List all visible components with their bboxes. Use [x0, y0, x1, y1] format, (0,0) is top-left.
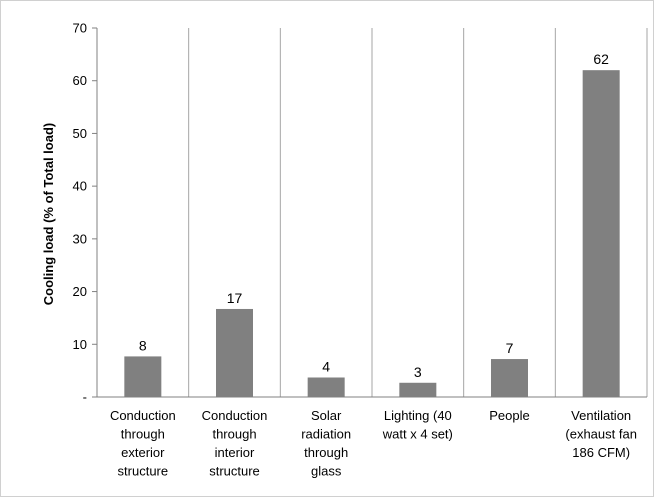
data-label: 8	[139, 337, 147, 353]
x-tick-label: Lighting (40 watt x 4 set)	[382, 408, 453, 442]
bar	[124, 356, 162, 397]
x-tick-label: Conduction through interior structure	[202, 408, 268, 479]
y-tick-label: 60	[73, 73, 87, 88]
y-tick-label: -	[83, 390, 87, 405]
data-label: 3	[414, 364, 422, 380]
bar	[216, 308, 253, 397]
y-tick-label: 20	[73, 284, 87, 299]
y-axis-title: Cooling load (% of Total load)	[41, 123, 56, 305]
x-tick-labels: Conduction through exterior structure Conduc…	[110, 408, 637, 479]
data-label: 4	[322, 358, 330, 374]
y-tick-label: 30	[73, 231, 87, 246]
y-tick-labels: - 10 20 30 40 50 60 70	[73, 21, 87, 405]
data-label: 17	[227, 290, 243, 306]
bar	[399, 382, 437, 397]
data-label: 7	[506, 340, 514, 356]
x-tick-label: Ventilation (exhaust fan 186 CFM)	[565, 408, 637, 460]
bars	[124, 70, 620, 398]
x-tick-label: People	[489, 408, 529, 423]
bar	[491, 359, 528, 397]
y-tick-label: 10	[73, 337, 87, 352]
x-tick-label: Solar radiation through glass	[301, 408, 351, 479]
y-tick-label: 70	[73, 21, 87, 36]
bar	[582, 70, 620, 398]
y-tick-label: 50	[73, 126, 87, 141]
bar	[307, 377, 345, 397]
data-labels: 8 17 4 3 7 62	[139, 51, 609, 380]
grid-lines	[188, 28, 648, 397]
axes	[92, 27, 647, 398]
data-label: 62	[593, 51, 609, 67]
y-tick-label: 40	[73, 179, 87, 194]
x-tick-label: Conduction through exterior structure	[110, 408, 176, 479]
